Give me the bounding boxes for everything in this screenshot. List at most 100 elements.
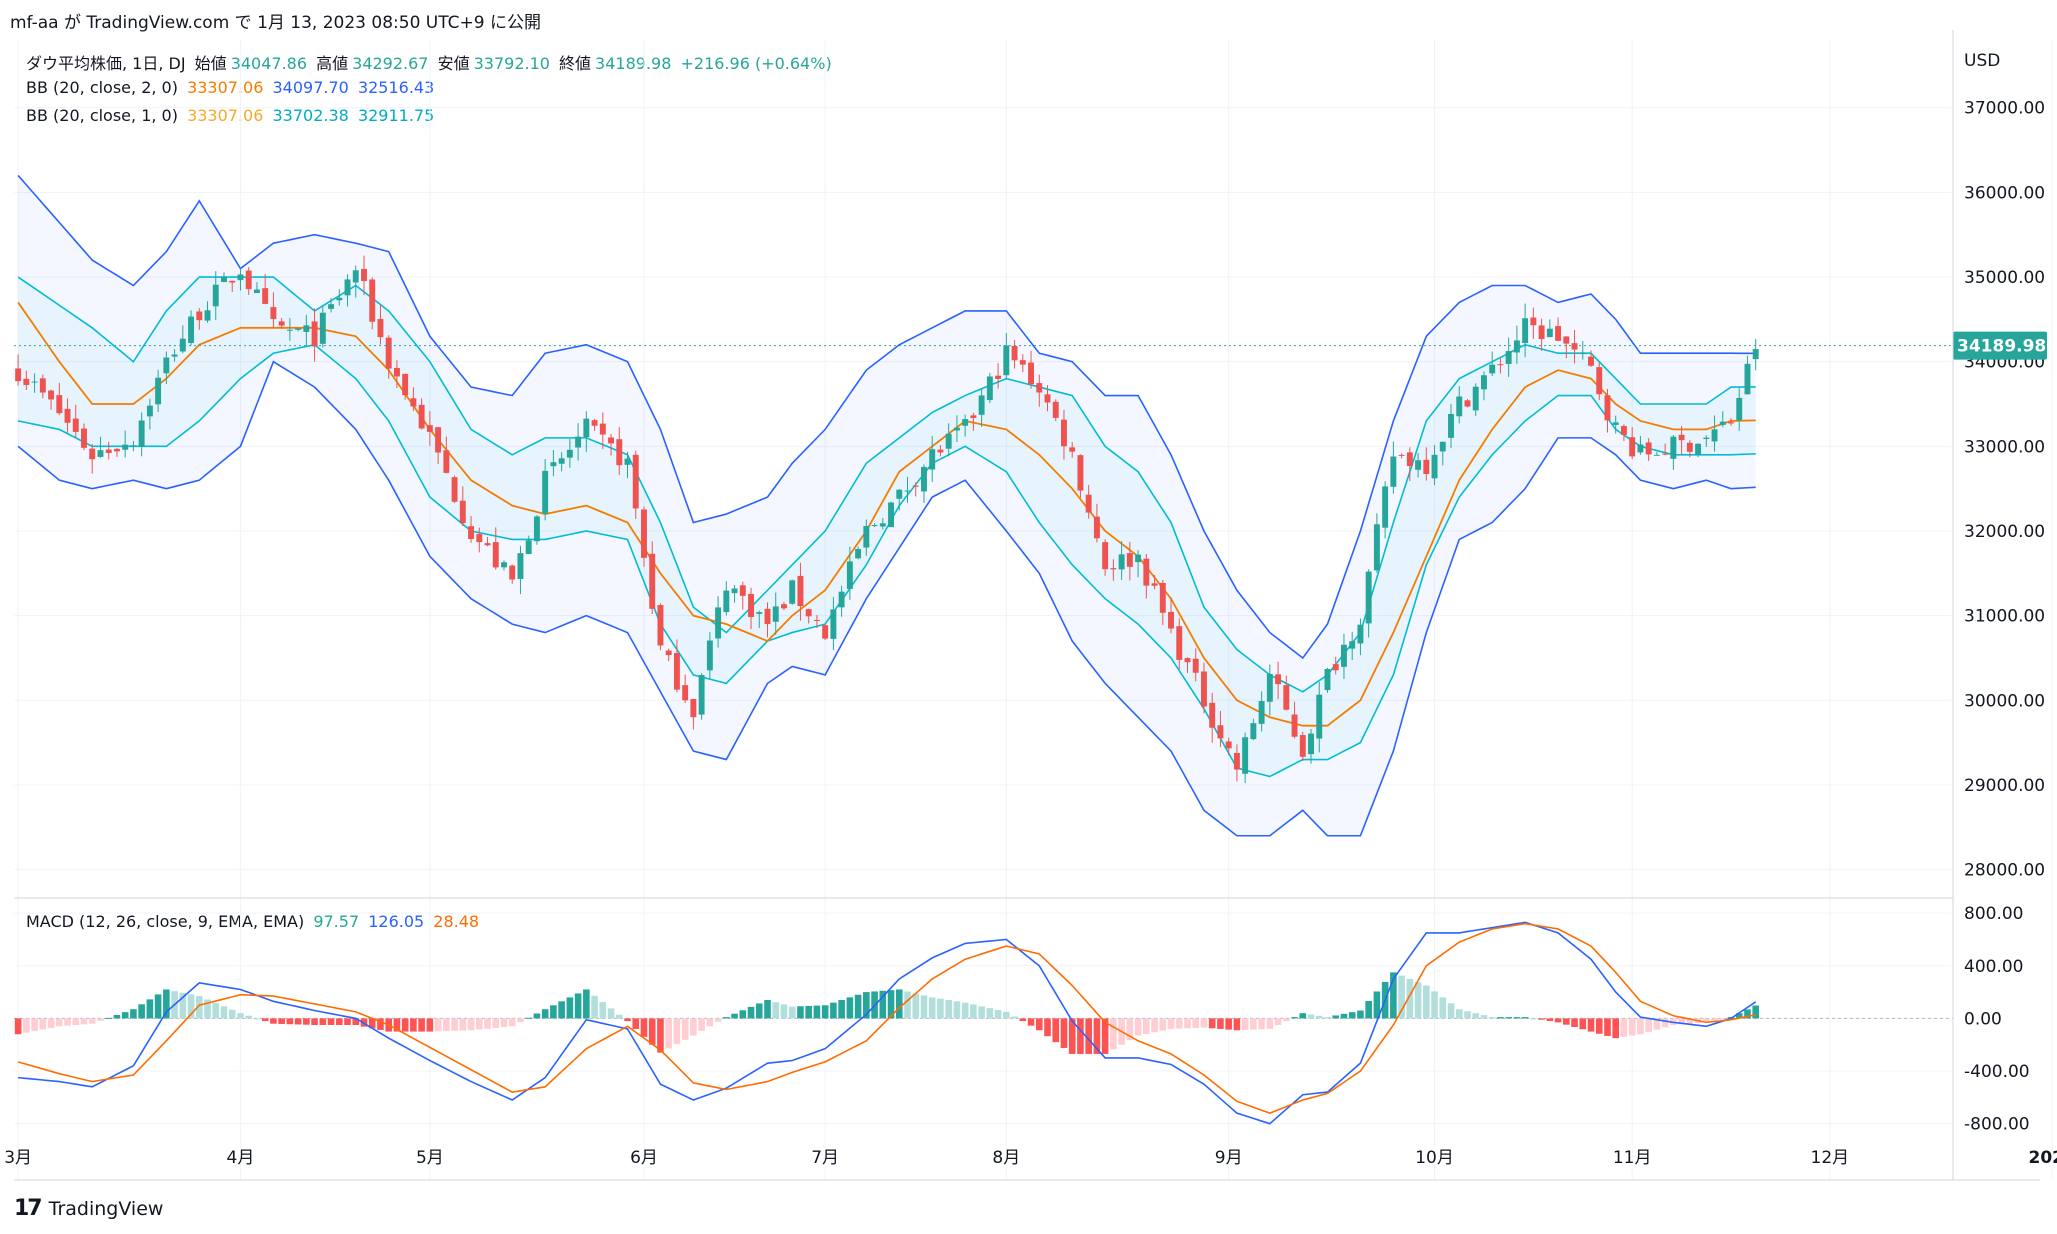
candle-body <box>1085 494 1092 513</box>
candle-body <box>1423 459 1430 474</box>
candle-body <box>468 526 475 540</box>
macd-histogram-bar <box>961 1002 969 1019</box>
candle-body <box>344 279 351 296</box>
macd-histogram-bar <box>1077 1018 1084 1054</box>
macd-histogram-bar <box>146 999 154 1019</box>
macd-histogram-bar <box>863 992 870 1019</box>
candle-body <box>673 653 680 690</box>
candle-body <box>1332 664 1339 671</box>
candle-body <box>385 337 392 369</box>
macd-histogram-bar <box>970 1004 977 1019</box>
macd-histogram-bar <box>1414 982 1422 1019</box>
candle-body <box>879 523 886 527</box>
footer-logo[interactable]: 17 TradingView <box>14 1196 163 1221</box>
candle-body <box>542 470 549 514</box>
open-label: 始値 <box>194 54 227 73</box>
candle-body <box>1464 400 1471 407</box>
candle-body <box>97 450 104 457</box>
candle-body <box>105 449 112 454</box>
macd-histogram-bar <box>1431 991 1438 1019</box>
macd-histogram-bar <box>1340 1013 1348 1019</box>
macd-histogram-bar <box>105 1017 112 1019</box>
candle-body <box>402 373 409 396</box>
candle-body <box>459 500 466 524</box>
macd-histogram-bar <box>1274 1018 1282 1025</box>
macd-histogram-bar <box>253 1018 261 1020</box>
macd-histogram-bar <box>64 1018 71 1026</box>
candle-body <box>1653 454 1660 456</box>
macd-histogram-bar <box>1661 1018 1669 1028</box>
macd-histogram-bar <box>640 1018 648 1037</box>
bb2-basis-value: 33307.06 <box>187 78 264 97</box>
high-label: 高値 <box>316 54 349 73</box>
macd-histogram-bar <box>47 1018 55 1028</box>
macd-histogram-bar <box>788 1006 796 1019</box>
time-tick-label: 2023 <box>2029 1148 2057 1168</box>
main-legend[interactable]: ダウ平均株価, 1日, DJ 始値 34047.86 高値 34292.67 安値 3… <box>26 50 836 74</box>
candle-body <box>896 489 903 499</box>
candle-body <box>1546 328 1553 338</box>
macd-histogram-bar <box>550 1005 557 1019</box>
macd-histogram-bar <box>352 1018 360 1025</box>
candle-body <box>1135 554 1142 563</box>
candle-body <box>130 445 137 447</box>
macd-histogram-bar <box>879 990 887 1019</box>
candle-body <box>1382 486 1389 528</box>
candle-body <box>146 405 153 417</box>
macd-histogram-bar <box>121 1012 129 1019</box>
macd-histogram-bar <box>1439 997 1447 1019</box>
macd-histogram-bar <box>344 1018 351 1025</box>
macd-histogram-bar <box>1200 1018 1208 1028</box>
candle-body <box>1217 725 1224 739</box>
candle-body <box>295 328 302 330</box>
macd-histogram-bar <box>706 1018 714 1027</box>
bb1-legend[interactable]: BB (20, close, 1, 0) 33307.06 33702.38 3… <box>26 106 438 125</box>
candle-body <box>1118 554 1125 570</box>
macd-legend[interactable]: MACD (12, 26, close, 9, EMA, EMA) 97.57 … <box>26 912 483 931</box>
candle-body <box>270 307 277 320</box>
time-tick-label: 4月 <box>227 1148 255 1168</box>
candle-body <box>1291 714 1298 737</box>
currency-label: USD <box>1964 51 2000 71</box>
macd-histogram-bar <box>657 1018 664 1053</box>
price-tick-label: 30000.00 <box>1964 691 2045 711</box>
macd-histogram-bar <box>228 1009 236 1019</box>
candle-body <box>772 606 779 622</box>
macd-histogram-bar <box>1052 1018 1060 1043</box>
macd-tick-label: 800.00 <box>1964 904 2023 924</box>
candle-body <box>1143 558 1150 586</box>
candle-body <box>591 420 598 426</box>
change-value: +216.96 (+0.64%) <box>680 54 832 73</box>
candle-body <box>1316 694 1323 739</box>
macd-histogram-bar <box>1101 1018 1109 1054</box>
bb2-legend[interactable]: BB (20, close, 2, 0) 33307.06 34097.70 3… <box>26 78 438 97</box>
macd-signal-value: 28.48 <box>433 912 480 931</box>
macd-histogram-bar <box>1110 1018 1117 1050</box>
candle-body <box>1752 349 1759 360</box>
candle-body <box>23 378 30 385</box>
candle-body <box>624 458 631 465</box>
candle-body <box>319 312 326 344</box>
candle-body <box>830 609 837 639</box>
macd-histogram-bar <box>673 1018 681 1045</box>
macd-histogram-bar <box>1447 1003 1455 1019</box>
macd-histogram-bar <box>1505 1017 1512 1019</box>
bb1-basis-value: 33307.06 <box>187 106 264 125</box>
candle-body <box>805 609 812 617</box>
candle-body <box>1629 437 1636 457</box>
macd-histogram-bar <box>1357 1010 1364 1019</box>
macd-hist-value: 97.57 <box>313 912 360 931</box>
price-tick-label: 33000.00 <box>1964 437 2045 457</box>
macd-histogram-bar <box>1217 1018 1224 1029</box>
macd-histogram-bar <box>1184 1018 1191 1029</box>
time-tick-label: 10月 <box>1415 1148 1454 1168</box>
macd-histogram-bar <box>426 1018 434 1032</box>
macd-histogram-bar <box>994 1010 1002 1019</box>
candle-body <box>72 418 79 432</box>
candle-body <box>1406 452 1413 466</box>
last-price-badge-text: 34189.98 <box>1957 337 2046 357</box>
candle-body <box>1686 442 1693 452</box>
candle-body <box>706 640 713 671</box>
